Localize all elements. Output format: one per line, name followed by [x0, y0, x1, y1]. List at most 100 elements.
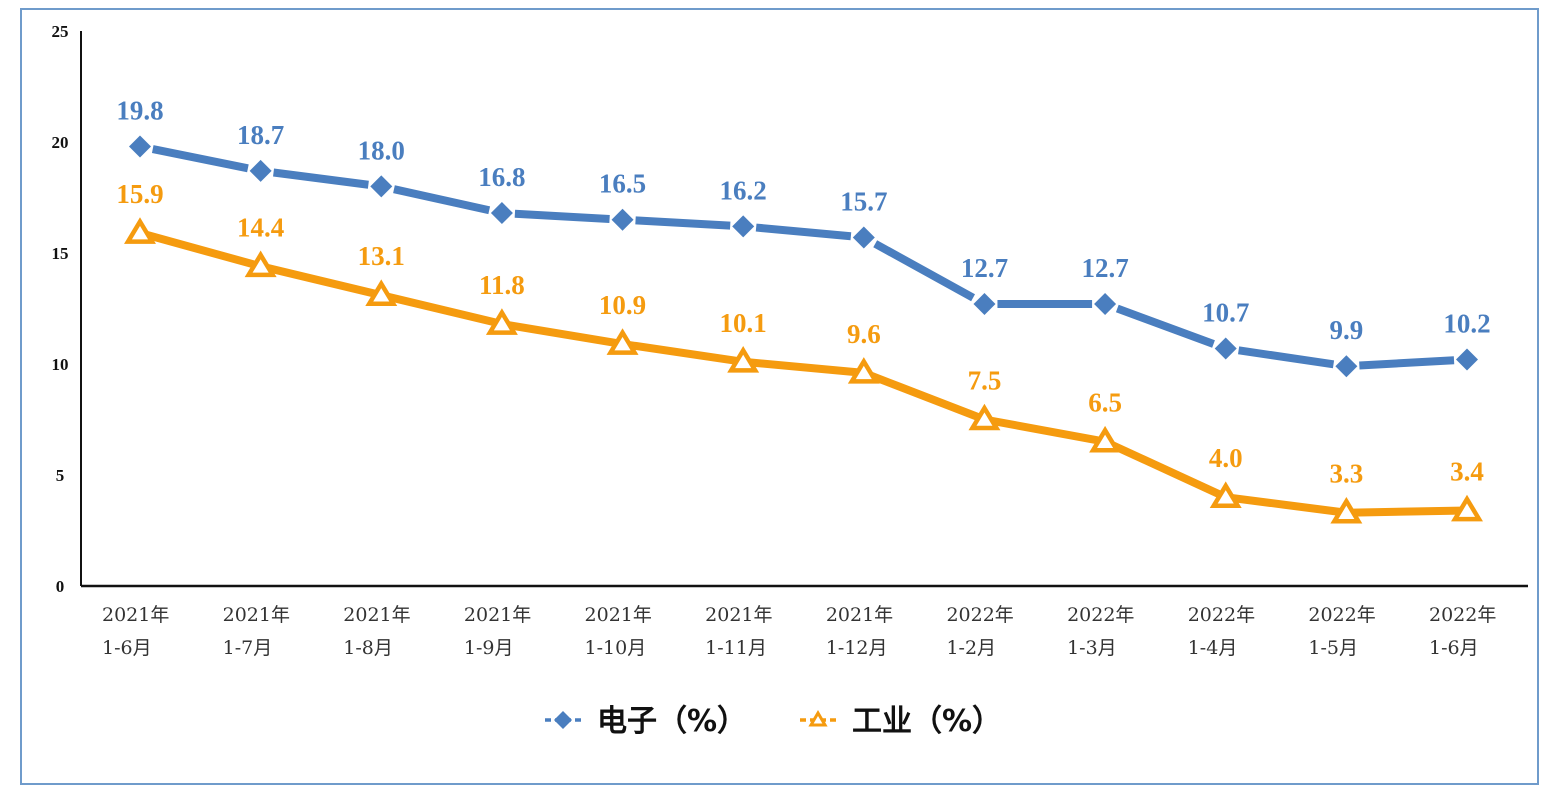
data-point-triangle — [244, 250, 277, 278]
data-point-triangle — [1451, 494, 1483, 522]
x-tick-year: 2021年 — [223, 604, 290, 626]
data-label: 3.3 — [1329, 459, 1363, 489]
data-point-triangle — [847, 357, 880, 384]
data-label: 9.6 — [847, 319, 881, 349]
x-tick-label: 2022年 1-6月 — [1429, 604, 1496, 659]
x-tick-year: 2022年 — [1429, 604, 1496, 626]
data-point-triangle — [1089, 425, 1122, 453]
x-tick-year: 2022年 — [1067, 604, 1134, 626]
data-point-diamond — [1335, 355, 1358, 378]
y-axis-ticks: 0 5 10 15 20 25 — [52, 22, 69, 596]
data-point-diamond — [852, 226, 875, 249]
x-tick-period: 1-5月 — [1308, 637, 1358, 659]
data-label: 10.2 — [1443, 309, 1490, 339]
x-tick-label: 2021年 1-8月 — [343, 604, 410, 659]
series-segment — [742, 357, 865, 377]
data-point-triangle — [727, 346, 760, 373]
data-label: 14.4 — [237, 212, 284, 242]
x-tick-label: 2022年 1-4月 — [1188, 604, 1255, 659]
y-tick-label: 20 — [52, 133, 69, 152]
data-point-diamond — [732, 215, 755, 238]
data-point-diamond — [490, 202, 513, 225]
x-tick-year: 2022年 — [946, 604, 1013, 626]
data-point-triangle — [365, 279, 398, 306]
series-segment — [380, 291, 503, 328]
data-label: 7.5 — [968, 366, 1002, 396]
series-segment — [873, 240, 976, 302]
data-point-diamond — [129, 135, 151, 158]
x-axis-ticks: 2021年1-6月2021年1-7月2021年1-8月2021年1-9月2021… — [102, 604, 1496, 659]
x-tick-year: 2022年 — [1188, 604, 1255, 626]
x-tick-label: 2021年 1-9月 — [464, 604, 531, 659]
data-label: 10.7 — [1202, 297, 1249, 327]
series-segment — [621, 340, 744, 366]
y-tick-label: 15 — [52, 244, 69, 263]
data-point-triangle — [1209, 481, 1242, 508]
data-label: 9.9 — [1329, 315, 1363, 345]
data-label: 16.5 — [599, 169, 646, 199]
x-tick-period: 1-11月 — [705, 637, 767, 659]
data-label: 10.1 — [720, 308, 767, 338]
y-tick-label: 10 — [52, 355, 69, 374]
x-tick-period: 1-10月 — [585, 637, 647, 659]
data-point-diamond — [1456, 348, 1478, 371]
x-tick-period: 1-12月 — [826, 637, 888, 659]
data-label: 12.7 — [961, 253, 1008, 283]
data-point-triangle — [606, 328, 639, 355]
data-label: 16.8 — [478, 162, 525, 192]
series-segment — [983, 415, 1106, 446]
series-segment — [1346, 506, 1468, 517]
x-tick-period: 1-6月 — [1429, 637, 1479, 659]
x-tick-year: 2021年 — [826, 604, 893, 626]
data-label: 15.7 — [840, 186, 887, 216]
x-tick-period: 1-3月 — [1067, 637, 1117, 659]
data-label: 10.9 — [599, 290, 646, 320]
data-label: 18.7 — [237, 120, 284, 150]
data-label: 15.9 — [116, 179, 163, 209]
data-label: 3.4 — [1450, 457, 1484, 487]
y-tick-label: 25 — [52, 22, 69, 41]
data-point-triangle — [485, 308, 518, 335]
x-tick-period: 1-4月 — [1188, 637, 1238, 659]
legend-diamond-icon — [554, 711, 572, 729]
x-tick-year: 2021年 — [585, 604, 652, 626]
series-segment — [755, 223, 852, 241]
legend-label: 工业（%） — [852, 704, 1002, 739]
x-tick-period: 1-8月 — [343, 637, 393, 659]
data-label: 13.1 — [358, 241, 405, 271]
series-segment — [138, 229, 262, 271]
x-tick-period: 1-9月 — [464, 637, 514, 659]
data-label: 16.2 — [720, 175, 767, 205]
series-segment — [501, 320, 624, 348]
axes — [80, 31, 1528, 588]
series-markers — [124, 135, 1483, 524]
data-label: 11.8 — [479, 270, 525, 300]
y-tick-label: 0 — [56, 577, 65, 596]
legend-item: 电子（%） — [545, 704, 747, 739]
data-point-diamond — [611, 208, 634, 231]
x-tick-label: 2021年 1-10月 — [585, 604, 652, 659]
chart-frame — [20, 8, 1539, 785]
data-labels: 19.8 18.7 18.0 16.8 16.5 16.2 15.7 12.7 12.7 10.7… — [116, 95, 1490, 488]
series-segment — [259, 262, 383, 300]
series-segment — [1238, 346, 1335, 369]
data-point-diamond — [1094, 293, 1117, 316]
series-segment — [393, 185, 491, 215]
x-tick-label: 2021年 1-11月 — [705, 604, 772, 659]
x-tick-label: 2022年 1-5月 — [1308, 604, 1375, 659]
data-point-triangle — [968, 403, 1001, 431]
series-segment — [862, 369, 986, 424]
x-tick-year: 2021年 — [464, 604, 531, 626]
x-tick-year: 2021年 — [102, 604, 169, 626]
x-tick-year: 2021年 — [705, 604, 772, 626]
x-tick-label: 2021年 1-12月 — [826, 604, 893, 659]
series-lines — [138, 145, 1468, 517]
legend-triangle-icon — [808, 710, 828, 727]
series-segment — [514, 209, 610, 223]
data-label: 6.5 — [1088, 388, 1122, 418]
x-tick-label: 2022年 1-3月 — [1067, 604, 1134, 659]
x-tick-period: 1-7月 — [223, 637, 273, 659]
data-point-diamond — [1214, 337, 1237, 360]
data-point-triangle — [1330, 496, 1363, 524]
